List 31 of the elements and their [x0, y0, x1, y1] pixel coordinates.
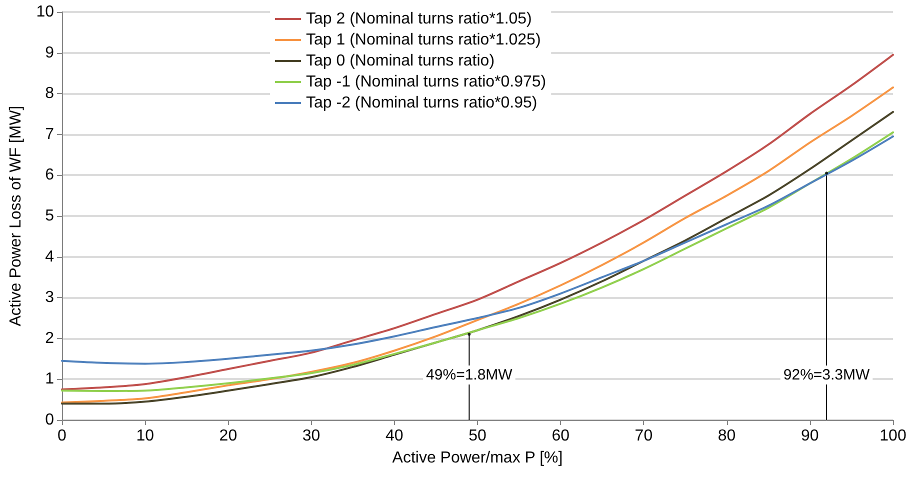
y-tick-label: 0: [45, 412, 54, 428]
y-tick-label: 2: [45, 330, 54, 347]
x-tick-label: 0: [58, 428, 67, 444]
y-tick-label: 8: [45, 85, 54, 102]
x-axis-title: Active Power/max P [%]: [392, 450, 563, 466]
y-tick-label: 9: [45, 44, 54, 62]
x-tick-label: 60: [552, 428, 570, 444]
y-tick-label: 6: [45, 166, 54, 184]
y-tick-label: 5: [45, 208, 54, 224]
x-tick-label: 10: [136, 428, 154, 444]
legend-label: Tap 2 (Nominal turns ratio*1.05): [306, 10, 532, 28]
x-tick-label: 80: [718, 428, 736, 444]
annotation: 92%=3.3MW: [783, 366, 870, 384]
legend-label: Tap 0 (Nominal turns ratio): [306, 52, 495, 70]
x-tick-label: 70: [634, 428, 653, 444]
y-tick-label: 3: [45, 289, 54, 306]
y-tick-label: 1: [45, 370, 54, 388]
legend-label: Tap -2 (Nominal turns ratio*0.95): [306, 94, 538, 112]
y-tick-label: 10: [36, 4, 54, 20]
y-tick-label: 7: [45, 126, 54, 143]
x-tick-label: 40: [386, 428, 404, 444]
annotation: 49%=1.8MW: [426, 366, 514, 384]
x-tick-label: 100: [880, 428, 906, 444]
x-tick-label: 50: [468, 428, 486, 444]
x-tick-label: 90: [801, 428, 819, 444]
x-tick-label: 30: [302, 428, 320, 444]
legend-label: Tap 1 (Nominal turns ratio*1.025): [306, 32, 541, 48]
y-tick-label: 4: [45, 248, 54, 266]
legend-label: Tap -1 (Nominal turns ratio*0.975): [306, 74, 546, 90]
x-tick-label: 20: [219, 428, 238, 444]
y-axis-title: Active Power Loss of WF [MW]: [8, 106, 24, 326]
